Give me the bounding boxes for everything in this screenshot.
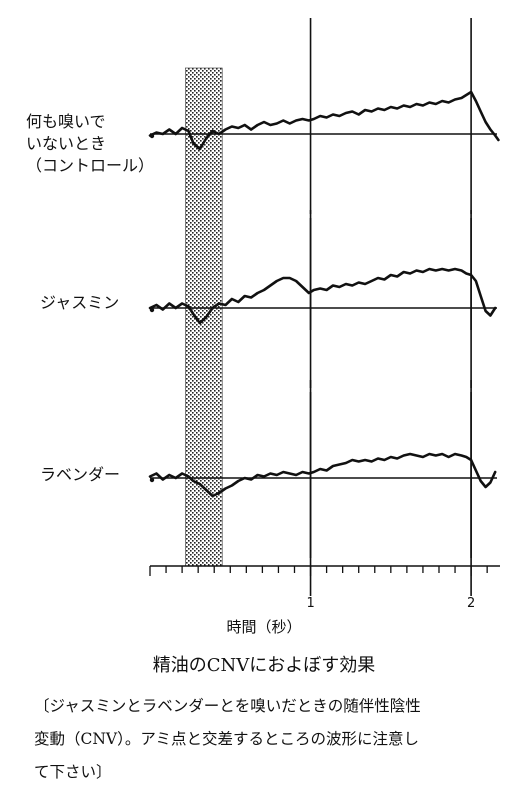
tick-label-1: 1 [306, 596, 315, 611]
figure-caption-title: 精油のCNVにおよぼす効果 [152, 655, 376, 676]
cnv-figure [148, 18, 500, 596]
tick-label-2: 2 [466, 596, 476, 611]
series-marker-dot [149, 307, 155, 313]
series-label-control: 何も嗅いで いないとき （コントロール） [26, 112, 155, 175]
x-axis-label: 時間（秒） [226, 618, 302, 636]
stimulus-shaded-band [185, 67, 223, 567]
series-label-lavender: ラベンダー [40, 465, 121, 484]
panel-control [148, 18, 500, 214]
waveform-jasmine [148, 267, 497, 325]
series-marker-dot [149, 477, 155, 483]
waveform-control [148, 90, 500, 151]
time-axis [149, 210, 500, 596]
waveform-lavender [148, 452, 497, 498]
series-marker-dot [149, 133, 155, 139]
figure-caption-body: 〔ジャスミンとラベンダーとを嗅いだときの随伴性陰性 変動（CNV）。アミ点と交差… [34, 697, 421, 781]
series-label-jasmine: ジャスミン [40, 293, 120, 312]
